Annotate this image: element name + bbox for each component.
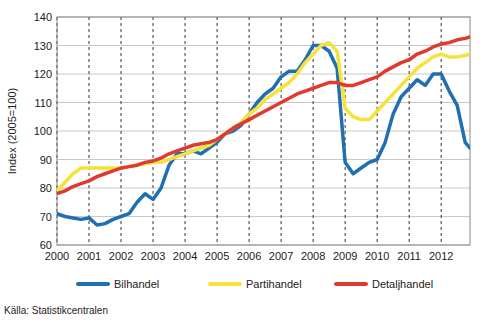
legend-label: Bilhandel [114, 278, 159, 290]
x-tick-label: 2004 [173, 250, 197, 262]
plot-area [57, 37, 470, 225]
grid-line [89, 17, 90, 245]
legend-key [336, 282, 366, 286]
legend-key [210, 282, 240, 286]
y-tick-label: 130 [34, 40, 52, 52]
grid-line [153, 17, 154, 245]
series-line [57, 46, 470, 226]
grid-line [281, 17, 282, 245]
grid-line [441, 17, 442, 245]
source: Källa: Statistikcentralen [4, 305, 108, 316]
grid-line [57, 74, 470, 75]
y-tick-label: 140 [34, 11, 52, 23]
x-tick-label: 2008 [301, 250, 325, 262]
y-tick-label: 100 [34, 125, 52, 137]
x-tick-label: 2000 [45, 250, 69, 262]
grid-line [57, 45, 470, 46]
grid-line [249, 17, 250, 245]
grid-line [57, 188, 470, 189]
series-line [57, 37, 470, 194]
y-tick-label: 70 [40, 211, 52, 223]
y-axis-label: Index (2005=100) [6, 88, 18, 175]
x-tick-label: 2003 [141, 250, 165, 262]
x-tick-label: 2002 [109, 250, 133, 262]
plot-frame [57, 17, 470, 245]
x-tick-label: 2007 [269, 250, 293, 262]
grid-line [57, 131, 470, 132]
x-tick-label: 2010 [365, 250, 389, 262]
legend-label: Partihandel [246, 278, 302, 290]
x-tick-label: 2001 [77, 250, 101, 262]
grid-line [217, 17, 218, 245]
grid-line [185, 17, 186, 245]
y-tick-label: 110 [34, 97, 52, 109]
grid-line [121, 17, 122, 245]
y-tick-label: 80 [40, 182, 52, 194]
grid-line [345, 17, 346, 245]
legend-key [78, 282, 108, 286]
y-tick-label: 90 [40, 154, 52, 166]
legend-label: Detaljhandel [372, 278, 433, 290]
grid-line [57, 159, 470, 160]
x-tick-label: 2005 [205, 250, 229, 262]
x-tick-label: 2009 [333, 250, 357, 262]
y-tick-label: 120 [34, 68, 52, 80]
x-tick-label: 2012 [429, 250, 453, 262]
grid-line [409, 17, 410, 245]
x-tick-label: 2006 [237, 250, 261, 262]
x-tick-label: 2011 [397, 250, 421, 262]
chart: 6070809010011012013014020002001200220032… [0, 0, 491, 323]
grid-line [377, 17, 378, 245]
